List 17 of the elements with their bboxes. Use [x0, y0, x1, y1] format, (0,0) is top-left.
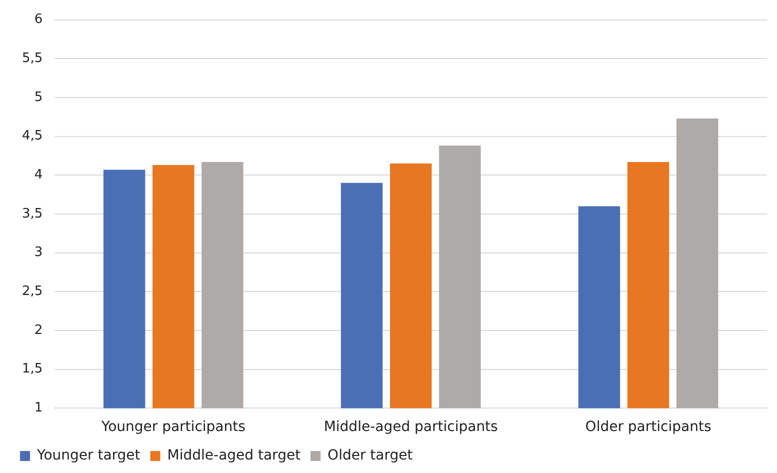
y-tick-label: 6 [34, 12, 43, 28]
legend-label: Middle-aged target [167, 448, 302, 464]
y-tick-label: 1,5 [22, 362, 43, 377]
legend-label: Younger target [36, 448, 141, 464]
x-tick-label: Older participants [585, 419, 712, 436]
y-tick-label: 4,5 [22, 128, 43, 144]
y-tick-label: 3,5 [22, 206, 43, 222]
y-tick-label: 1 [34, 400, 43, 416]
y-tick-label: 4 [34, 168, 43, 183]
x-tick-label: Middle-aged participants [324, 419, 498, 436]
x-tick-label: Younger participants [100, 419, 246, 436]
y-tick-label: 2,5 [22, 284, 43, 300]
y-tick-label: 2 [34, 322, 43, 338]
y-tick-label: 5 [34, 90, 43, 105]
legend-label: Older target [328, 448, 414, 464]
y-tick-label: 3 [34, 245, 43, 260]
y-tick-label: 5,5 [22, 51, 43, 66]
